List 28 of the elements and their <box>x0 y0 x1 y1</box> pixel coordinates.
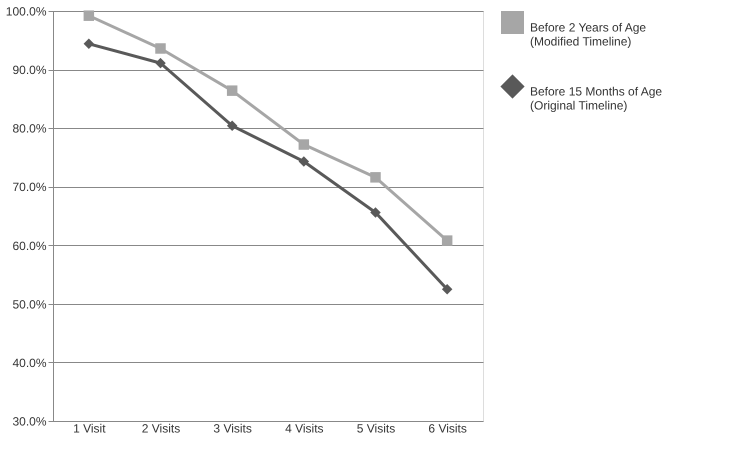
legend-label: Before 15 Months of Age (Original Timeline) <box>530 84 662 112</box>
legend-label: Before 2 Years of Age (Modified Timeline) <box>530 20 646 48</box>
point <box>370 207 381 218</box>
point <box>442 235 452 246</box>
point <box>370 172 381 183</box>
y-tick-label: 40.0% <box>12 356 47 370</box>
y-tick-label: 80.0% <box>12 122 47 136</box>
point <box>442 284 452 294</box>
point <box>84 38 94 50</box>
x-tick-label: 1 Visit <box>73 422 106 436</box>
point <box>84 10 94 21</box>
y-tick-label: 100.0% <box>6 4 47 18</box>
x-tick-label: 4 Visits <box>285 422 324 436</box>
point <box>298 156 310 167</box>
point <box>226 120 238 132</box>
point <box>226 85 238 96</box>
x-tick-label: 2 Visits <box>142 422 180 436</box>
x-tick-label: 3 Visits <box>213 422 252 436</box>
y-tick-label: 90.0% <box>12 63 47 78</box>
x-tick-label: 5 Visits <box>356 422 396 436</box>
y-tick-label: 30.0% <box>12 414 47 428</box>
point <box>298 139 310 150</box>
y-tick-label: 70.0% <box>12 180 47 194</box>
point <box>155 43 166 54</box>
y-tick-label: 60.0% <box>12 238 47 253</box>
point <box>155 58 166 68</box>
x-tick-label: 6 Visits <box>428 422 467 436</box>
y-tick-label: 50.0% <box>12 297 47 312</box>
